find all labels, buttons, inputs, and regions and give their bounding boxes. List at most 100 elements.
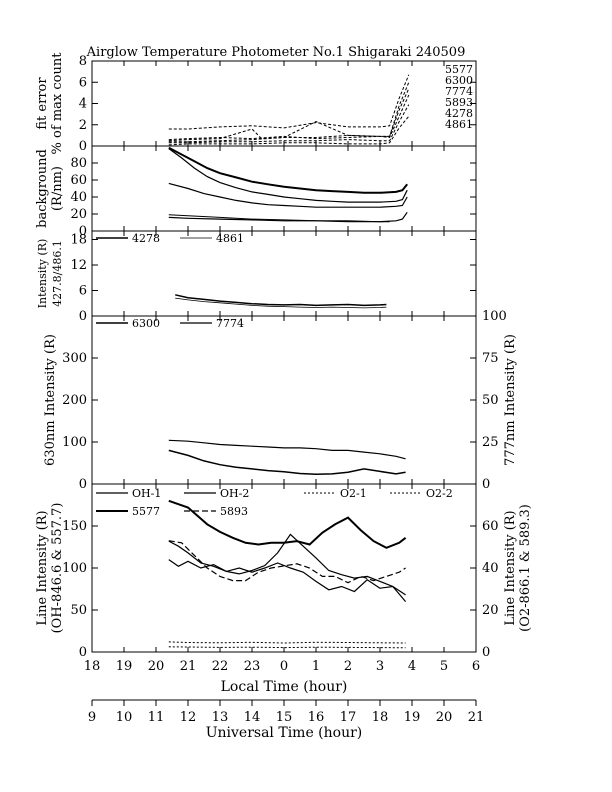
y-axis-label: % of max count	[50, 52, 65, 155]
y-right-tick-label: 75	[482, 351, 499, 366]
x-ut-tick-label: 13	[212, 710, 229, 725]
series-line-7774	[168, 88, 410, 142]
series-line-O2-1	[168, 641, 406, 644]
x-local-tick-label: 22	[212, 659, 229, 674]
x-local-tick-label: 1	[312, 659, 320, 674]
x-local-tick-label: 0	[280, 659, 288, 674]
series-label: 4278	[445, 107, 473, 120]
y-axis-label: Line Intensity (R)	[35, 510, 50, 625]
series-line-6300	[168, 82, 410, 141]
y-right-tick-label: 0	[482, 477, 490, 492]
x-ut-axis-label: Universal Time (hour)	[206, 725, 363, 741]
x-ut-tick-label: 17	[340, 710, 357, 725]
series-line-5577	[168, 499, 407, 549]
panel-3: 0 6 12 18 Intensity (R) 427.8/486.1 4278 4861	[36, 230, 477, 324]
series-line-4861	[175, 297, 387, 309]
series-label: 6300	[445, 74, 473, 87]
x-local-tick-label: 18	[84, 659, 101, 674]
y-axis-label: (R/nm)	[50, 166, 65, 211]
series-line	[168, 214, 390, 223]
x-local-tick-label: 23	[244, 659, 261, 674]
y-axis-label: Intensity (R)	[36, 239, 49, 309]
panel-4: 0 100 200 300 0 25 50 75 100 630nm Intensity (R) 7…	[43, 309, 518, 492]
chart-title: Airglow Temperature Photometer No.1 Shig…	[86, 45, 466, 60]
x-local-tick-label: 6	[472, 659, 480, 674]
y-right-tick-label: 50	[482, 393, 499, 408]
series-label: 4861	[445, 118, 473, 131]
series-label: 5577	[445, 63, 473, 76]
x-ut-tick-label: 10	[116, 710, 133, 725]
y-tick-label: 200	[62, 393, 87, 408]
legend-label: O2-2	[426, 487, 453, 500]
y-tick-label: 100	[62, 435, 87, 450]
x-local-tick-label: 21	[180, 659, 197, 674]
y-tick-label: 0	[79, 309, 87, 324]
series-line-5893	[168, 94, 410, 143]
series-line-4278	[175, 294, 387, 307]
x-ut-tick-label: 21	[468, 710, 485, 725]
x-ut-tick-label: 14	[244, 710, 261, 725]
x-ut-tick-label: 19	[404, 710, 421, 725]
series-line	[168, 146, 408, 194]
y-tick-label: 0	[79, 139, 87, 154]
legend-label: 4278	[132, 232, 160, 245]
y-right-tick-label: 25	[482, 435, 499, 450]
x-ut-tick-label: 12	[180, 710, 197, 725]
legend-label: OH-2	[220, 487, 249, 500]
y-tick-label: 300	[62, 351, 87, 366]
panel-frame	[91, 60, 477, 147]
x-local-tick-label: 2	[344, 659, 352, 674]
panel-2: 0 20 40 60 80 background (R/nm)	[35, 145, 477, 239]
legend-label: 5577	[132, 505, 160, 518]
y-right-axis-label: (O2-866.1 & 589.3)	[518, 504, 533, 632]
series-line-O2-2	[168, 646, 406, 649]
y-tick-label: 18	[70, 233, 87, 248]
y-tick-label: 0	[79, 224, 87, 239]
y-tick-label: 20	[70, 207, 87, 222]
x-ut-tick-label: 15	[276, 710, 293, 725]
series-line	[168, 182, 408, 208]
series-line-4278	[168, 104, 410, 144]
x-ut-tick-label: 11	[148, 710, 165, 725]
series-line-5577	[168, 74, 410, 130]
series-line-OH-2	[168, 533, 407, 602]
y-tick-label: 8	[79, 54, 87, 69]
x-local-tick-label: 4	[408, 659, 416, 674]
y-tick-label: 6	[79, 284, 87, 299]
x-ut-tick-label: 20	[436, 710, 453, 725]
y-right-tick-label: 100	[482, 309, 507, 324]
y-tick-label: 40	[70, 190, 87, 205]
x-local-tick-label: 5	[440, 659, 448, 674]
series-line	[168, 148, 408, 203]
series-line-5893	[168, 540, 406, 584]
panel-frame	[91, 145, 477, 232]
legend-label: 4861	[216, 232, 244, 245]
panel-1: 0 2 4 6 8 fit error% of max count 557763007774…	[35, 52, 477, 155]
y-tick-label: 60	[70, 173, 87, 188]
series-line-6300	[168, 449, 406, 476]
y-tick-label: 12	[70, 258, 87, 273]
x-local-tick-label: 3	[376, 659, 384, 674]
x-local-tick-label: 20	[148, 659, 165, 674]
y-tick-label: 50	[70, 603, 87, 618]
x-ut-tick-label: 18	[372, 710, 389, 725]
series-line-4861	[168, 115, 410, 146]
y-right-tick-label: 20	[482, 603, 499, 618]
y-axis-label: 427.8/486.1	[51, 240, 64, 307]
y-right-axis-label: Line Intensity (R)	[503, 510, 518, 625]
y-axis-label: 630nm Intensity (R)	[43, 334, 58, 466]
y-right-tick-label: 40	[482, 561, 499, 576]
x-ut-tick-label: 16	[308, 710, 325, 725]
series-line-OH-1	[168, 559, 406, 596]
y-tick-label: 2	[79, 118, 87, 133]
legend-label: O2-1	[340, 487, 367, 500]
series-label: 7774	[445, 85, 473, 98]
y-tick-label: 0	[79, 645, 87, 660]
y-right-tick-label: 0	[482, 645, 490, 660]
legend-label: 7774	[216, 317, 244, 330]
y-axis-label: background	[35, 149, 50, 228]
series-label: 5893	[445, 96, 473, 109]
x-local-axis-label: Local Time (hour)	[221, 679, 348, 695]
y-right-tick-label: 60	[482, 519, 499, 534]
x-ut-tick-label: 9	[88, 710, 96, 725]
